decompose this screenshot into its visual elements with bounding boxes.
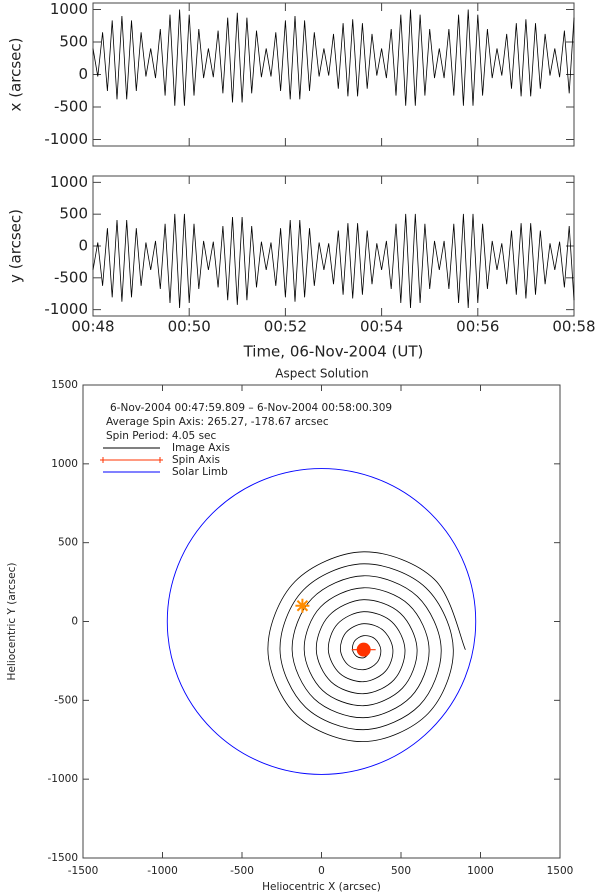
legend-label: Spin Axis xyxy=(172,454,220,466)
y-axis-label: y (arcsec) xyxy=(7,209,25,283)
signal-line xyxy=(92,9,575,106)
x-axis-label: Heliocentric X (arcsec) xyxy=(262,881,381,893)
y-tick-label: 1000 xyxy=(50,173,88,191)
x-axis-label: Time, 06-Nov-2004 (UT) xyxy=(243,343,424,361)
image-axis-track xyxy=(267,551,466,743)
y-tick-label: -1000 xyxy=(47,773,78,785)
x-tick-label: 00:50 xyxy=(168,318,211,336)
signal-line xyxy=(92,213,575,309)
x-tick-label: 500 xyxy=(391,865,411,877)
y-tick-label: -500 xyxy=(54,694,78,706)
annotation: Average Spin Axis: 265.27, -178.67 arcse… xyxy=(106,416,329,428)
y-tick-label: -1000 xyxy=(44,130,88,148)
legend-label: Image Axis xyxy=(172,442,230,454)
y-axis-label: x (arcsec) xyxy=(7,38,25,112)
y-axis-label: Heliocentric Y (arcsec) xyxy=(6,563,18,681)
y-tick-label: 500 xyxy=(58,537,78,549)
x-tick-label: -1000 xyxy=(147,865,178,877)
y-tick-label: 1000 xyxy=(51,458,78,470)
x-tick-label: 1000 xyxy=(467,865,494,877)
y-tick-label: 500 xyxy=(59,205,88,223)
y-tick-label: -500 xyxy=(54,98,88,116)
y-tick-label: -500 xyxy=(54,268,88,286)
y-tick-label: 500 xyxy=(59,33,88,51)
x-tick-label: 00:56 xyxy=(456,318,499,336)
x-tick-label: 1500 xyxy=(547,865,574,877)
x-tick-label: -500 xyxy=(230,865,254,877)
chart-title: Aspect Solution xyxy=(275,367,368,381)
y-tick-label: -1500 xyxy=(47,852,78,864)
x-tick-label: 0 xyxy=(318,865,325,877)
x-tick-label: 00:48 xyxy=(71,318,114,336)
y-tick-label: 0 xyxy=(78,65,88,83)
y-tick-label: -1000 xyxy=(44,300,88,318)
annotation: Spin Period: 4.05 sec xyxy=(106,430,217,442)
y-tick-label: 0 xyxy=(78,237,88,255)
x-tick-label: 00:54 xyxy=(360,318,403,336)
plot-frame xyxy=(82,384,561,859)
x-tick-label: 00:52 xyxy=(264,318,307,336)
x-tick-label: -1500 xyxy=(68,865,99,877)
y-tick-label: 0 xyxy=(71,616,78,628)
x-tick-label: 00:58 xyxy=(552,318,595,336)
annotation: 6-Nov-2004 00:47:59.809 – 6-Nov-2004 00:… xyxy=(110,402,392,414)
y-tick-label: 1000 xyxy=(50,0,88,18)
legend-label: Solar Limb xyxy=(172,466,228,478)
solar-limb xyxy=(166,468,477,775)
marker-stroke xyxy=(296,600,309,612)
point-marker xyxy=(295,598,310,613)
y-tick-label: 1500 xyxy=(51,379,78,391)
